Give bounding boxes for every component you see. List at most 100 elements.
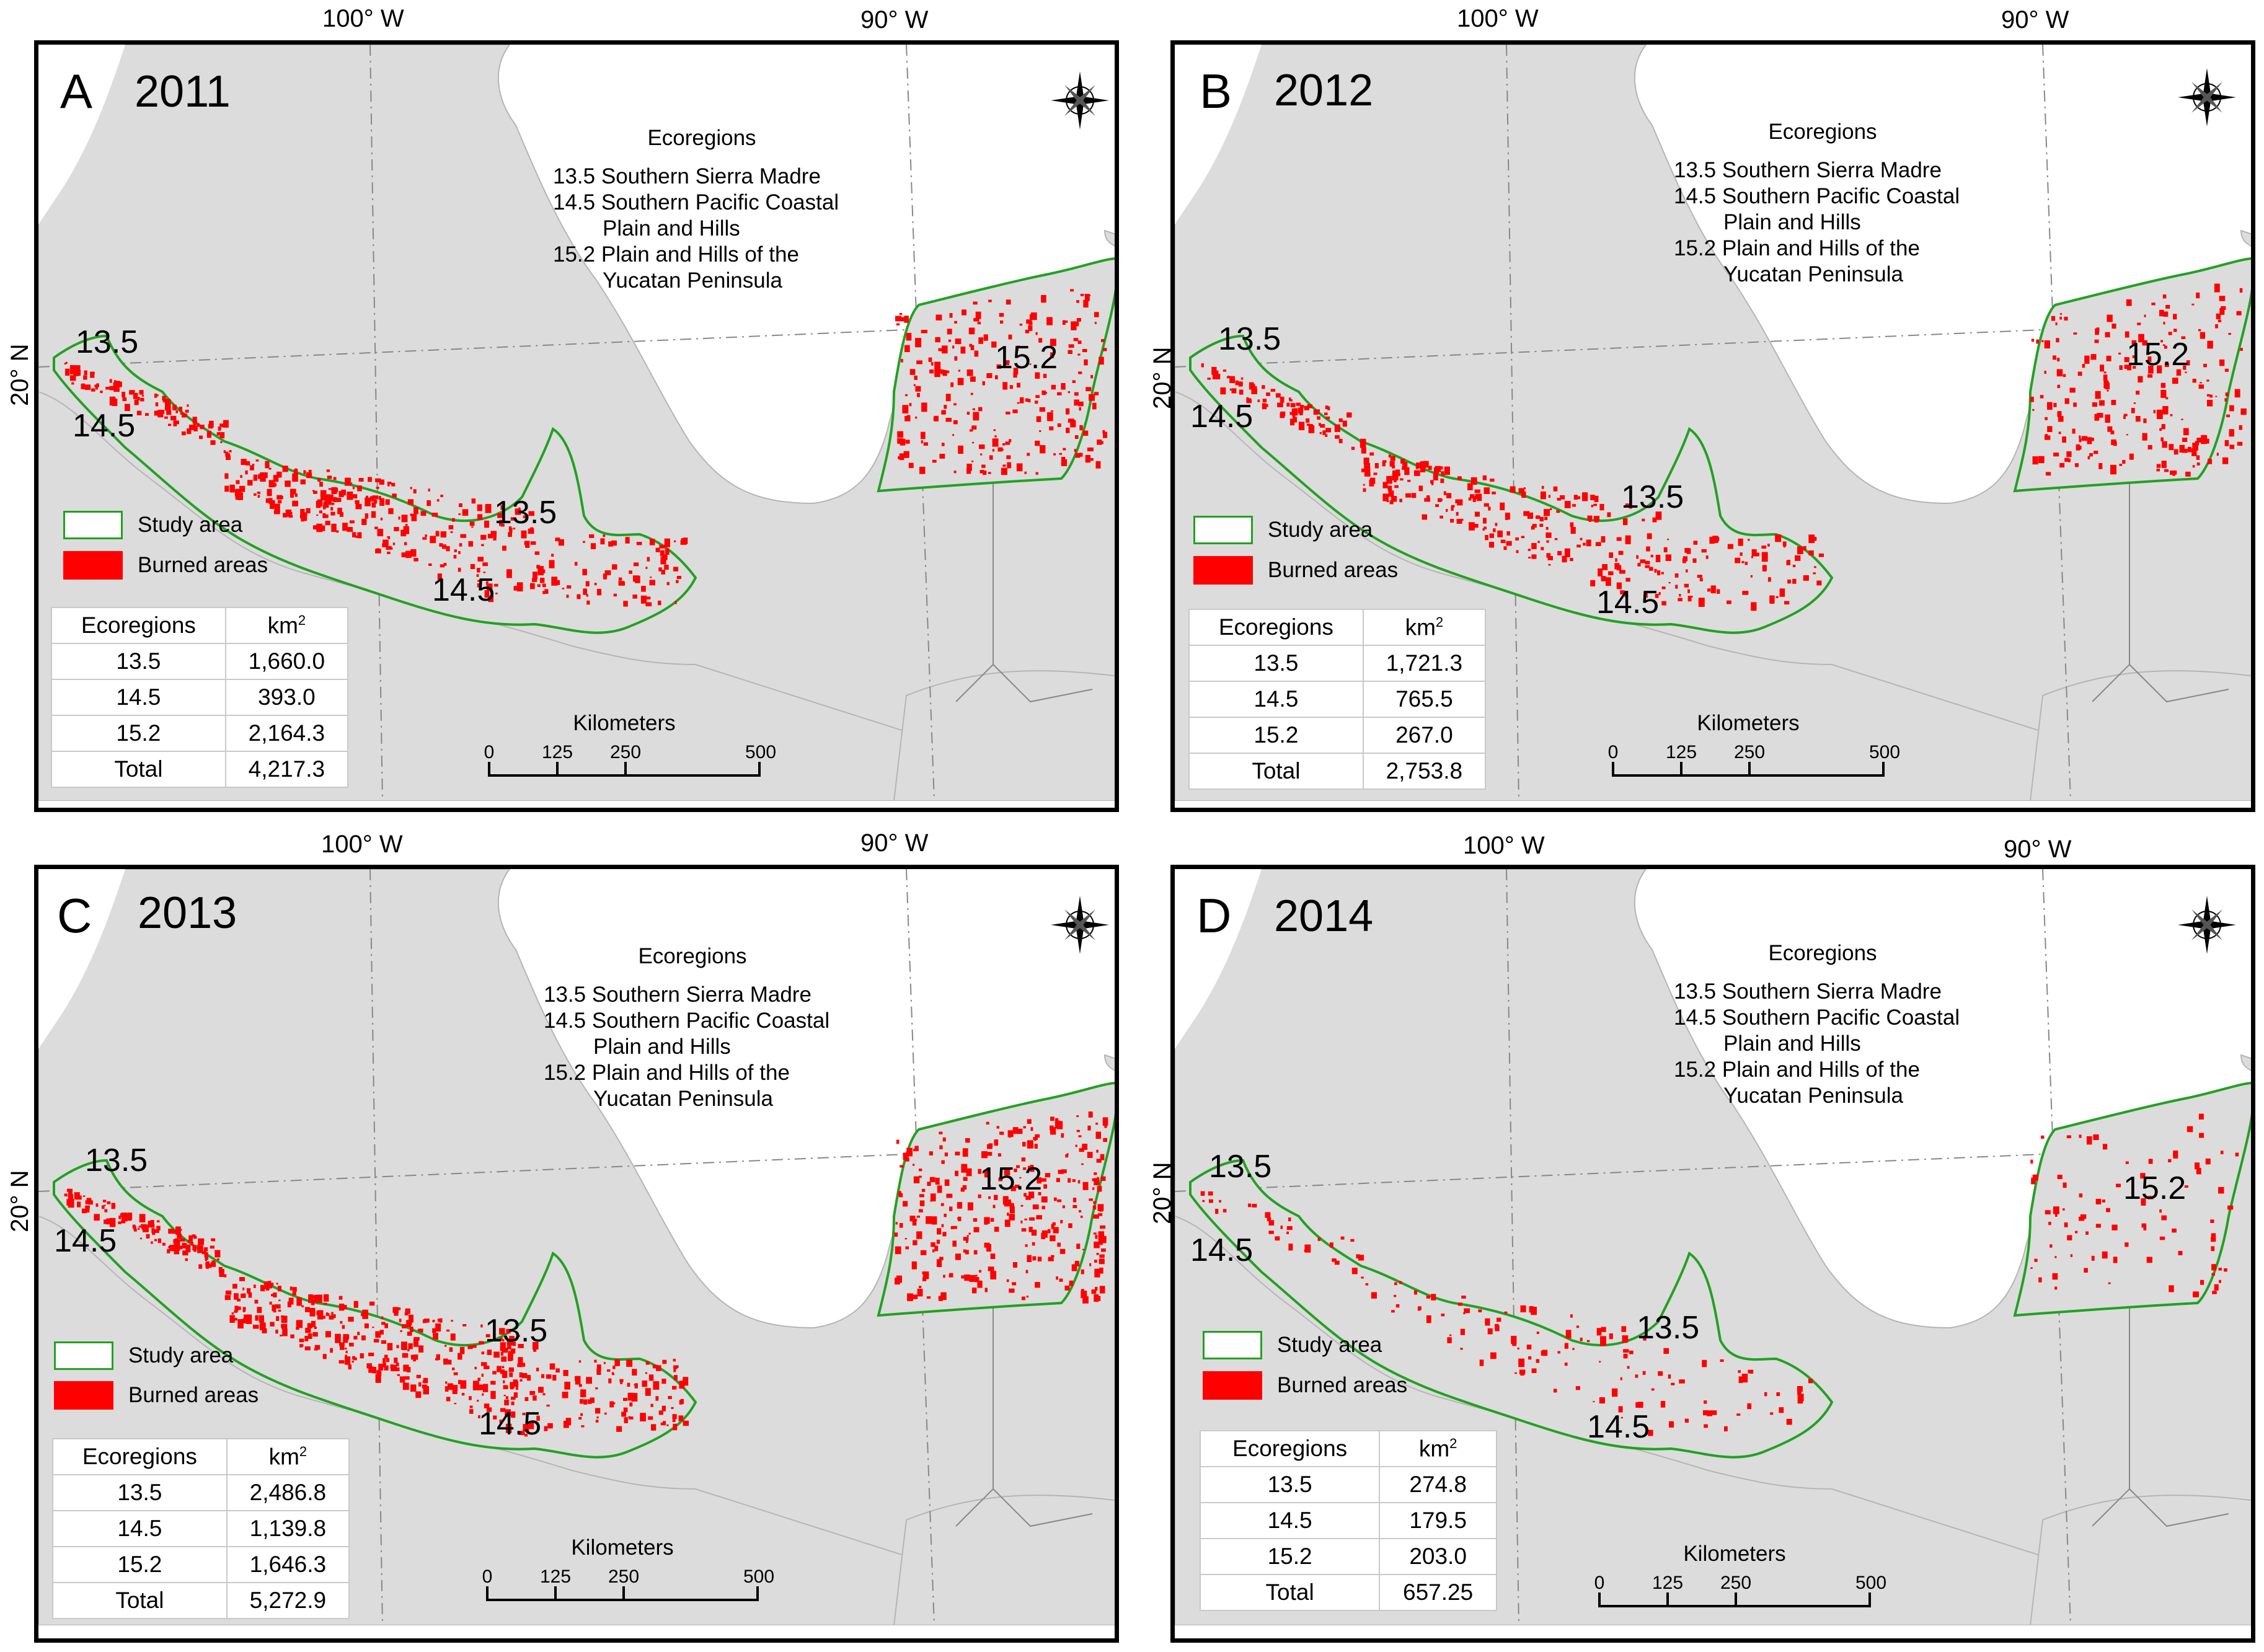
ecoregion-legend-title: Ecoregions (638, 944, 747, 968)
burned-patch (2045, 1210, 2051, 1215)
burned-patch (2079, 1193, 2083, 1198)
burned-patch (1702, 1359, 1707, 1367)
region-label-15-2: 15.2 (2123, 1170, 2187, 1206)
burned-patch (2133, 366, 2136, 369)
burned-patch (930, 1199, 932, 1202)
burned-patch (2095, 391, 2101, 399)
burned-patch (139, 390, 144, 395)
table-cell-eco: Total (1199, 1574, 1381, 1611)
burned-patch (2063, 374, 2066, 378)
burned-patch (979, 1270, 981, 1273)
burned-areas-swatch (1203, 1371, 1262, 1400)
burned-patch (983, 334, 988, 341)
burned-patch (1075, 453, 1081, 458)
burned-patch (259, 1322, 266, 1330)
burned-patch (2182, 449, 2188, 453)
burned-patch (1531, 1307, 1537, 1315)
burned-patch (485, 504, 492, 513)
burned-patch (292, 500, 298, 506)
burned-patch (387, 1343, 393, 1351)
burned-patch (301, 1305, 304, 1307)
burned-patch (2147, 356, 2152, 362)
burned-patch (546, 1374, 552, 1379)
burned-patch (558, 539, 564, 546)
burned-patch (1658, 592, 1661, 595)
burned-patch (478, 1415, 480, 1419)
burned-patch (1580, 537, 1583, 541)
burned-patch (1590, 495, 1595, 500)
burned-patch (2045, 434, 2048, 437)
burned-patch (973, 1250, 978, 1255)
burned-patch (1779, 588, 1785, 597)
table-row: 15.2 203.0 (1199, 1538, 1497, 1575)
burned-patch (968, 1232, 971, 1235)
burned-patch (372, 1367, 376, 1374)
burned-patch (224, 485, 229, 492)
burned-patch (604, 1412, 607, 1415)
burned-patch (164, 416, 168, 419)
burned-patch (1010, 1186, 1016, 1191)
burned-patch (563, 1370, 568, 1376)
burned-patch (1016, 463, 1023, 472)
burned-patch (917, 393, 920, 397)
burned-patch (943, 1274, 945, 1278)
burned-patch (1520, 1372, 1524, 1376)
burned-patch (94, 384, 99, 387)
burned-areas-swatch (1193, 556, 1253, 585)
burned-patch (192, 1245, 197, 1251)
burned-patch (506, 1338, 513, 1345)
burned-patch (1076, 300, 1079, 303)
burned-patch (536, 1367, 539, 1372)
region-label-14-5-west: 14.5 (1190, 1232, 1254, 1268)
burned-patch (934, 361, 941, 371)
burned-patch (533, 1395, 537, 1401)
burned-patch (1621, 1416, 1623, 1419)
burned-patch (1027, 1255, 1032, 1262)
burned-patch (595, 1420, 599, 1423)
burned-patch (958, 445, 963, 454)
burned-patch (603, 534, 606, 537)
burned-patch (224, 1274, 227, 1278)
burned-patch (1488, 506, 1491, 511)
burned-patch (497, 1366, 502, 1372)
burned-patch (1002, 1196, 1009, 1205)
burned-patch (290, 1334, 294, 1338)
table-row: 14.5 1,139.8 (52, 1510, 350, 1547)
burned-patch (1266, 392, 1270, 396)
burned-patch (1076, 318, 1081, 322)
burned-patch (478, 1384, 484, 1390)
burned-patch (1479, 1359, 1484, 1366)
burned-patch (107, 1201, 111, 1204)
burned-patch (206, 431, 211, 438)
burned-patch (1435, 473, 1438, 475)
burned-patch (420, 511, 427, 516)
burned-patch (2164, 363, 2169, 367)
burned-patch (2119, 464, 2123, 466)
ecoregion-line-3-cont: Yucatan Peninsula (603, 268, 782, 293)
burned-patch (504, 1399, 509, 1406)
burned-patch (1028, 1227, 1033, 1232)
burned-patch (1691, 596, 1693, 598)
burned-patch (542, 591, 545, 594)
burned-patch (661, 570, 665, 575)
burned-patch (141, 1227, 144, 1230)
burned-patch (1023, 1126, 1026, 1129)
burned-patch (531, 578, 537, 582)
burned-patch (381, 1316, 384, 1320)
burned-patch (145, 413, 149, 416)
burned-patch (1006, 412, 1010, 415)
burned-patch (966, 1239, 968, 1243)
burned-patch (1325, 405, 1329, 409)
burned-patch (1472, 524, 1479, 528)
burned-patch (1463, 1312, 1466, 1315)
burned-patch (1557, 550, 1562, 555)
burned-patch (229, 1315, 235, 1323)
burned-patch (2110, 430, 2115, 435)
burned-patch (1029, 1217, 1035, 1221)
table-cell-km2: 179.5 (1379, 1502, 1497, 1539)
burned-patch (1787, 579, 1791, 584)
burned-patch (1304, 1250, 1307, 1252)
burned-patch (983, 470, 987, 475)
burned-patch (273, 1292, 277, 1297)
burned-patch (448, 525, 454, 529)
